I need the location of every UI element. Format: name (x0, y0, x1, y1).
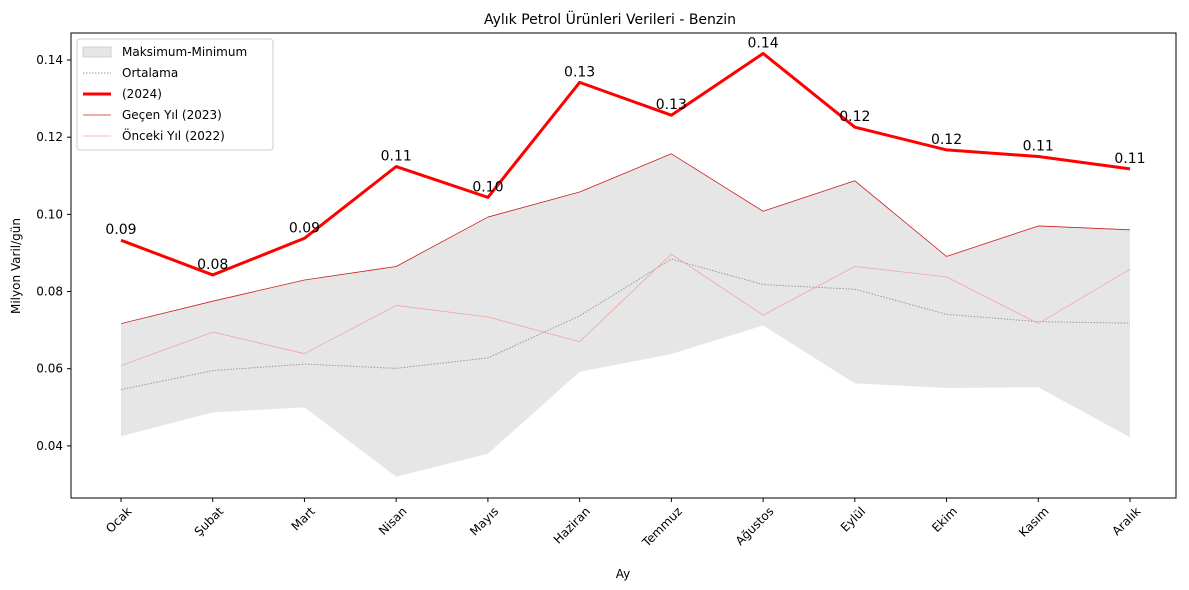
data-label: 0.12 (931, 132, 962, 148)
x-tick-label: Haziran (551, 504, 593, 546)
series-line-2 (120, 153, 1131, 324)
x-tick-label: Temmuz (639, 504, 685, 550)
data-label: 0.13 (564, 64, 595, 80)
y-tick-label: 0.06 (36, 362, 63, 376)
data-label: 0.09 (289, 220, 320, 236)
legend-label: Geçen Yıl (2023) (122, 108, 222, 122)
legend: Maksimum-Minimum Ortalama (2024) Geçen Yıl… (76, 38, 274, 151)
x-tick-label: Ekim (929, 504, 960, 535)
data-label: 0.11 (381, 149, 412, 165)
data-label: 0.10 (472, 179, 503, 195)
y-axis-label: Milyon Varil/gün (9, 218, 23, 314)
legend-label: (2024) (122, 87, 162, 101)
band-max-min (121, 153, 1130, 477)
data-label: 0.11 (1023, 138, 1054, 154)
y-tick-label: 0.14 (36, 53, 63, 67)
x-tick-label: Mart (289, 504, 318, 533)
x-tick-label: Ocak (103, 504, 134, 535)
y-tick-label: 0.04 (36, 439, 63, 453)
x-tick-label: Ağustos (733, 504, 777, 548)
y-tick-label: 0.08 (36, 285, 63, 299)
x-tick-label: Mayıs (467, 504, 501, 538)
data-label: 0.13 (656, 97, 687, 113)
axes-frame (70, 32, 1177, 499)
y-tick-label: 0.12 (36, 130, 63, 144)
data-label: 0.12 (839, 109, 870, 125)
legend-label: Maksimum-Minimum (122, 45, 247, 59)
legend-swatch-band (82, 46, 112, 58)
series-line-3 (120, 253, 1131, 367)
series-line-1 (120, 51, 1131, 277)
x-tick-label: Eylül (838, 504, 868, 534)
data-label: 0.11 (1114, 151, 1145, 167)
y-tick-label: 0.10 (36, 207, 63, 221)
plot-area: 0.09 0.08 0.09 0.11 0.10 0.13 0.13 0.14 0.12 0.12… (105, 35, 1146, 477)
legend-label: Önceki Yıl (2022) (122, 127, 225, 143)
x-tick-label: Şubat (192, 504, 227, 539)
legend-box (76, 38, 274, 151)
x-tick-label: Aralık (1109, 504, 1143, 538)
x-tick-label: Kasım (1016, 504, 1052, 540)
y-axis: 0.04 0.06 0.08 0.10 0.12 0.14 (36, 53, 71, 453)
x-tick-label: Nisan (376, 504, 410, 538)
data-label: 0.09 (105, 222, 136, 238)
data-label: 0.08 (197, 257, 228, 273)
chart-title: Aylık Petrol Ürünleri Verileri - Benzin (484, 10, 736, 28)
x-axis: Ocak Şubat Mart Nisan Mayıs Haziran Temmuz Ağus… (103, 498, 1143, 550)
x-axis-label: Ay (616, 567, 631, 581)
legend-label: Ortalama (122, 66, 178, 80)
data-label: 0.14 (748, 35, 779, 51)
